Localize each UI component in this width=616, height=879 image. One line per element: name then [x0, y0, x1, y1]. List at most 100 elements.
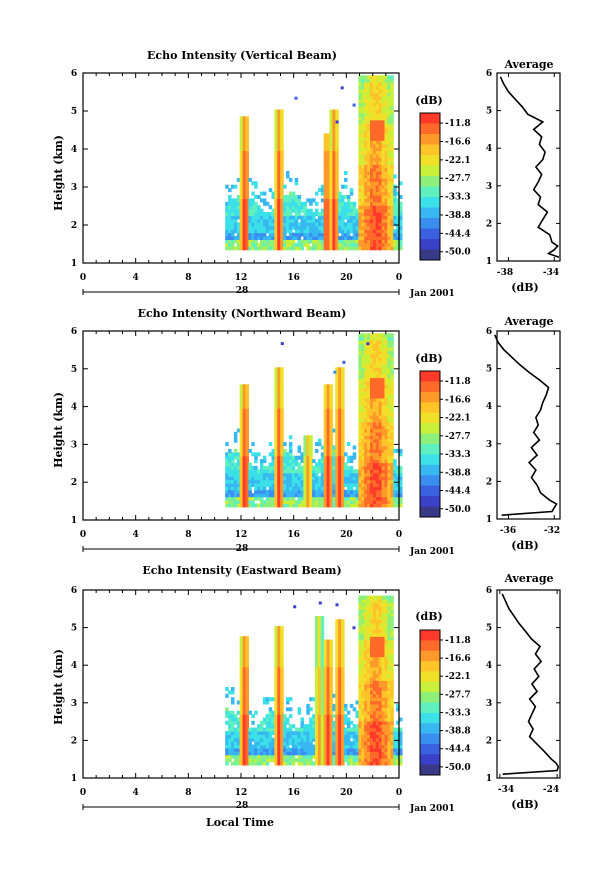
heatmap-speck [341, 86, 344, 89]
x-tick-label: 8 [185, 273, 191, 283]
colorbar-label: -11.8 [445, 377, 471, 387]
heatmap-cell [246, 140, 250, 144]
heatmap-speck [366, 342, 369, 345]
average-xlabel: (dB) [511, 798, 538, 811]
heatmap-cell [341, 422, 345, 426]
colorbar-swatch [420, 454, 440, 465]
colorbar-swatch [420, 381, 440, 392]
y-tick-label: 6 [71, 69, 77, 79]
heatmap-cell [353, 446, 357, 450]
heatmap-cell [289, 442, 293, 446]
heatmap-cell [246, 116, 250, 120]
x-tick-label: 0 [80, 530, 86, 540]
heatmap-cell [246, 147, 250, 151]
y-axis-label: Height (km) [52, 135, 65, 211]
month-year-label: Jan 2001 [409, 804, 455, 814]
heatmap-cell [393, 175, 397, 179]
heatmap-cell [234, 185, 238, 189]
x-tick-label: 0 [396, 273, 402, 283]
heatmap-cell [390, 137, 394, 141]
colorbar-swatch [420, 423, 440, 434]
heatmap-cell [341, 439, 345, 443]
heatmap [225, 596, 402, 766]
panel-title: Echo Intensity (Northward Beam) [138, 307, 347, 320]
heatmap-cell [318, 439, 322, 443]
x-tick-label: 20 [340, 530, 353, 540]
heatmap-cell [263, 198, 267, 202]
heatmap-cell [280, 188, 284, 192]
colorbar-label: -16.6 [445, 137, 471, 147]
heatmap-cell [280, 140, 284, 144]
heatmap-cell [280, 388, 284, 392]
heatmap-speck [336, 121, 339, 124]
heatmap-cell [280, 110, 284, 114]
heatmap-cell [390, 123, 394, 127]
heatmap-cell [298, 195, 302, 199]
heatmap-cell [390, 439, 394, 443]
average-xtick: -34 [498, 785, 514, 795]
average-y-tick-label: 5 [486, 107, 492, 117]
heatmap-cell [269, 442, 273, 446]
heatmap-cell [335, 175, 339, 179]
colorbar-swatch [420, 465, 440, 476]
heatmap-cell [269, 205, 273, 209]
heatmap-cell [289, 707, 293, 711]
heatmap-cell [335, 110, 339, 114]
colorbar-swatch [420, 197, 440, 208]
y-tick-label: 6 [71, 327, 77, 337]
colorbar-label: -44.4 [445, 487, 471, 497]
average-y-tick-label: 1 [486, 257, 492, 267]
heatmap-cell [280, 175, 284, 179]
heatmap-cell [390, 333, 394, 337]
y-tick-label: 1 [71, 259, 77, 269]
heatmap-cell [350, 188, 354, 192]
heatmap-cell [309, 435, 313, 439]
y-axis-label: Height (km) [52, 649, 65, 725]
colorbar-swatch [420, 402, 440, 413]
colorbar-swatch [420, 218, 440, 229]
heatmap-cell [298, 707, 302, 711]
heatmap-cell [312, 198, 316, 202]
heatmap-cell [341, 367, 345, 371]
heatmap-cell [286, 171, 290, 175]
heatmap-cell [254, 456, 258, 460]
colorbar-swatch [420, 208, 440, 219]
average-profile-line [495, 335, 557, 515]
x-tick-label: 20 [340, 273, 353, 283]
average-y-tick-label: 3 [486, 440, 492, 450]
date-day-label: 28 [236, 286, 249, 296]
colorbar-swatch [420, 413, 440, 424]
average-frame [497, 73, 560, 261]
heatmap-cell [280, 626, 284, 630]
x-tick-label: 16 [287, 530, 300, 540]
heatmap-cell [301, 246, 305, 250]
colorbar-swatch [420, 444, 440, 455]
heatmap-cell [390, 354, 394, 358]
average-xtick: -36 [500, 526, 516, 536]
colorbar-label: -38.8 [445, 211, 471, 221]
heatmap-cell [289, 697, 293, 701]
y-tick-label: 2 [71, 221, 77, 231]
heatmap-speck [342, 361, 345, 364]
colorbar-unit: (dB) [415, 352, 442, 365]
heatmap-cell [315, 192, 319, 196]
average-y-tick-label: 6 [486, 69, 492, 79]
heatmap-cell [353, 456, 357, 460]
heatmap-cell [263, 192, 267, 196]
colorbar-swatch [420, 229, 440, 240]
heatmap-cell [390, 405, 394, 409]
panel-title: Echo Intensity (Eastward Beam) [142, 564, 341, 577]
colorbar-swatch [420, 176, 440, 187]
heatmap-cell [347, 442, 351, 446]
colorbar-label: -38.8 [445, 468, 471, 478]
average-title: Average [503, 58, 553, 71]
colorbar-swatch [420, 392, 440, 403]
x-tick-label: 4 [133, 273, 139, 283]
heatmap-cell [246, 161, 250, 165]
colorbar-swatch [420, 166, 440, 177]
heatmap-cell [283, 442, 287, 446]
heatmap-cell [246, 456, 250, 460]
heatmap-cell [251, 721, 255, 725]
eastward-beam-panel: Echo Intensity (Eastward Beam) Height (k… [52, 564, 559, 829]
average-xlabel: (dB) [511, 539, 538, 552]
